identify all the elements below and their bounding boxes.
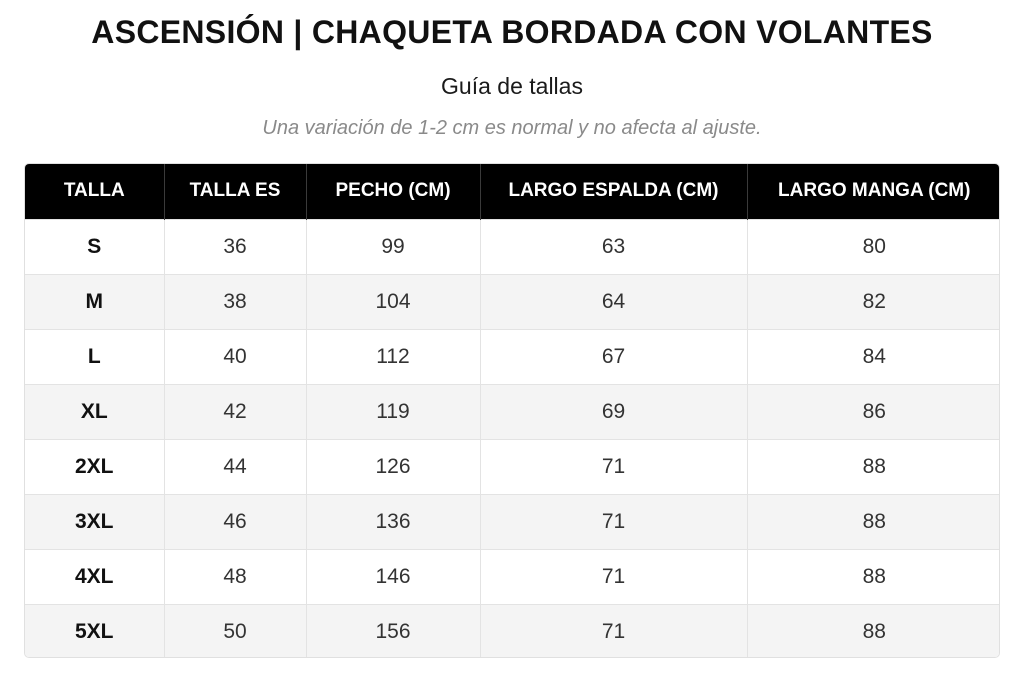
table-row: 2XL 44 126 71 88	[25, 438, 999, 494]
cell-talla: 2XL	[25, 438, 165, 494]
cell-largo-manga: 88	[747, 438, 999, 494]
cell-pecho: 126	[306, 438, 481, 494]
column-header-pecho: PECHO (CM)	[306, 164, 481, 219]
column-header-largo-espalda: LARGO ESPALDA (CM)	[480, 164, 748, 219]
table-row: 5XL 50 156 71 88	[25, 603, 999, 657]
cell-talla-es: 38	[164, 273, 307, 329]
table-row: 4XL 48 146 71 88	[25, 548, 999, 604]
cell-talla-es: 42	[164, 383, 307, 439]
table-row: 3XL 46 136 71 88	[25, 493, 999, 549]
column-header-largo-manga: LARGO MANGA (CM)	[778, 180, 971, 202]
cell-pecho: 119	[306, 383, 481, 439]
cell-pecho: 156	[306, 603, 481, 657]
cell-largo-espalda: 67	[480, 328, 748, 384]
cell-pecho: 112	[306, 328, 481, 384]
page-title: ASCENSIÓN | CHAQUETA BORDADA CON VOLANTE…	[91, 14, 933, 50]
cell-largo-manga: 84	[747, 328, 999, 384]
cell-pecho: 136	[306, 493, 481, 549]
cell-talla: 5XL	[25, 603, 165, 657]
cell-largo-espalda: 71	[480, 603, 748, 657]
cell-talla: XL	[25, 383, 165, 439]
cell-talla: 4XL	[25, 548, 165, 604]
column-header-talla: TALLA	[25, 164, 165, 219]
cell-largo-espalda: 71	[480, 438, 748, 494]
table-header-row: TALLA TALLA ES PECHO (CM) LARGO ESPALDA …	[25, 164, 999, 219]
cell-largo-espalda: 64	[480, 273, 748, 329]
cell-largo-manga: 82	[747, 273, 999, 329]
cell-largo-espalda: 71	[480, 493, 748, 549]
cell-pecho: 146	[306, 548, 481, 604]
cell-talla: M	[25, 273, 165, 329]
cell-largo-manga: 88	[747, 603, 999, 657]
cell-talla: L	[25, 328, 165, 384]
cell-talla-es: 44	[164, 438, 307, 494]
column-header-talla-es: TALLA ES	[164, 164, 307, 219]
cell-largo-espalda: 69	[480, 383, 748, 439]
cell-largo-manga: 88	[747, 548, 999, 604]
cell-largo-espalda: 63	[480, 218, 748, 274]
size-table: TALLA TALLA ES PECHO (CM) LARGO ESPALDA …	[25, 164, 999, 657]
cell-largo-espalda: 71	[480, 548, 748, 604]
cell-largo-manga: 88	[747, 493, 999, 549]
cell-talla-es: 48	[164, 548, 307, 604]
cell-talla-es: 36	[164, 218, 307, 274]
page-subtitle: Guía de tallas	[441, 73, 583, 99]
size-table-container: TALLA TALLA ES PECHO (CM) LARGO ESPALDA …	[24, 163, 1000, 658]
cell-largo-manga: 86	[747, 383, 999, 439]
table-row: L 40 112 67 84	[25, 328, 999, 384]
cell-talla-es: 50	[164, 603, 307, 657]
table-row: M 38 104 64 82	[25, 273, 999, 329]
cell-talla-es: 40	[164, 328, 307, 384]
cell-largo-manga: 80	[747, 218, 999, 274]
cell-talla-es: 46	[164, 493, 307, 549]
table-row: S 36 99 63 80	[25, 218, 999, 274]
table-row: XL 42 119 69 86	[25, 383, 999, 439]
cell-talla: 3XL	[25, 493, 165, 549]
cell-pecho: 104	[306, 273, 481, 329]
fit-note: Una variación de 1-2 cm es normal y no a…	[262, 117, 762, 139]
cell-pecho: 99	[306, 218, 481, 274]
cell-talla: S	[25, 218, 165, 274]
